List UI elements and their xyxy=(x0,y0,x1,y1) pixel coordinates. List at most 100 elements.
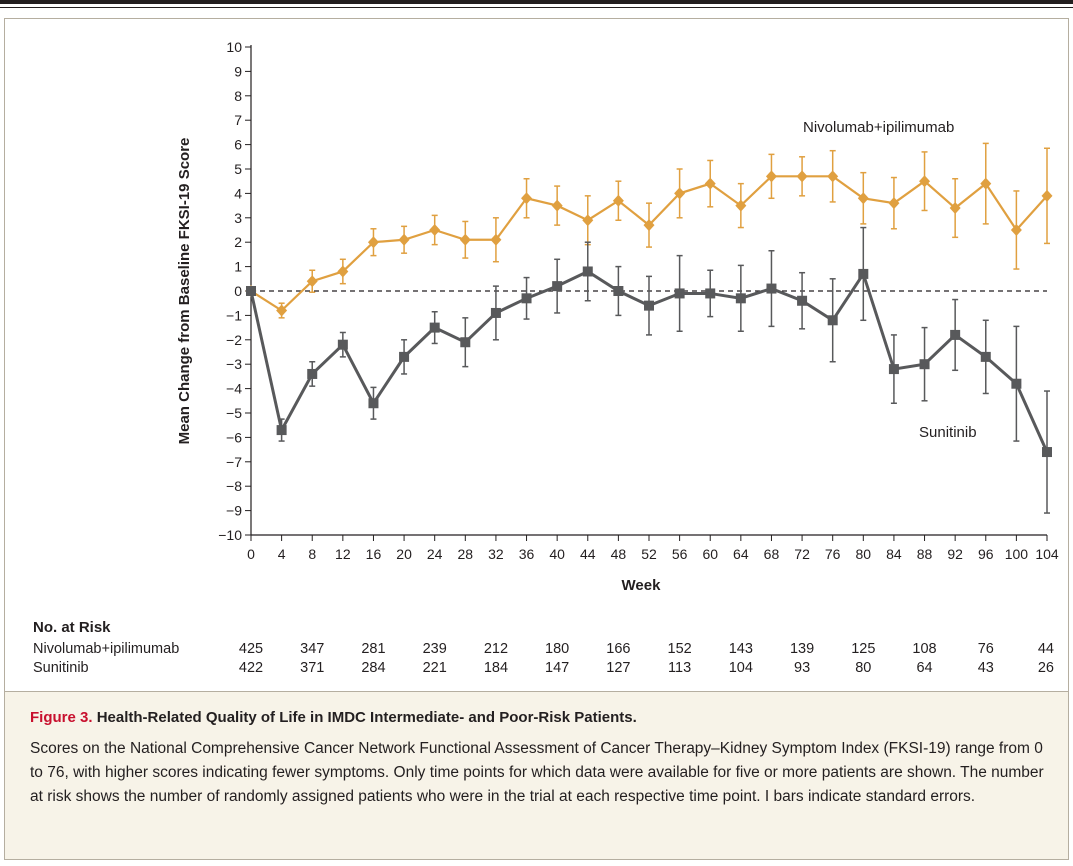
nivolumab-diamond-marker xyxy=(796,170,808,183)
figure-label: Figure 3. xyxy=(30,709,93,726)
nivolumab-diamond-marker xyxy=(857,192,869,205)
risk-count: 143 xyxy=(729,641,753,657)
sunitinib-square-marker xyxy=(644,300,654,311)
y-tick-label: 8 xyxy=(234,88,242,104)
nivolumab-diamond-marker xyxy=(674,187,686,200)
figure-frame xyxy=(4,18,1069,860)
risk-count: 221 xyxy=(423,660,447,676)
nivolumab-diamond-marker xyxy=(919,175,931,188)
x-tick-label: 0 xyxy=(247,546,255,562)
nivolumab-diamond-marker xyxy=(643,219,655,232)
risk-count: 147 xyxy=(545,660,569,676)
nivolumab-diamond-marker xyxy=(429,224,441,236)
nivolumab-diamond-marker xyxy=(612,194,624,207)
series-label-sunitinib: Sunitinib xyxy=(919,424,977,441)
sunitinib-square-marker xyxy=(950,329,961,340)
risk-table-title: No. at Risk xyxy=(33,619,111,636)
y-tick-label: 3 xyxy=(234,210,242,226)
sunitinib-square-marker xyxy=(919,359,930,370)
y-tick-label: −2 xyxy=(226,332,242,348)
sunitinib-square-marker xyxy=(460,337,471,348)
y-tick-label: −1 xyxy=(226,307,242,323)
caption-title: Figure 3. Health-Related Quality of Life… xyxy=(30,709,637,726)
x-tick-label: 16 xyxy=(366,546,382,562)
x-tick-label: 84 xyxy=(886,546,902,562)
risk-count: 371 xyxy=(300,660,324,676)
nivolumab-diamond-marker xyxy=(459,233,471,246)
sunitinib-square-marker xyxy=(337,339,348,350)
nivolumab-diamond-marker xyxy=(704,177,716,190)
sunitinib-square-marker xyxy=(766,283,777,294)
x-tick-label: 96 xyxy=(978,546,994,562)
y-tick-label: 4 xyxy=(234,185,242,201)
nivolumab-diamond-marker xyxy=(398,233,410,246)
x-tick-label: 24 xyxy=(427,546,443,562)
caption-text: Scores on the National Comprehensive Can… xyxy=(30,740,1044,805)
x-tick-label: 4 xyxy=(278,546,286,562)
risk-count: 104 xyxy=(729,660,753,676)
risk-count: 127 xyxy=(606,660,630,676)
x-tick-label: 76 xyxy=(825,546,841,562)
sunitinib-square-marker xyxy=(552,281,563,292)
sunitinib-square-marker xyxy=(705,288,716,299)
sunitinib-square-marker xyxy=(858,268,869,279)
nivolumab-diamond-marker xyxy=(735,199,747,212)
sunitinib-square-marker xyxy=(276,425,287,436)
x-tick-label: 8 xyxy=(308,546,316,562)
sunitinib-square-marker xyxy=(582,266,593,277)
risk-count: 152 xyxy=(668,641,692,657)
risk-count: 180 xyxy=(545,641,569,657)
x-tick-label: 104 xyxy=(1035,546,1059,562)
x-tick-label: 48 xyxy=(611,546,627,562)
x-axis-title: Week xyxy=(622,577,662,594)
risk-count: 184 xyxy=(484,660,508,676)
risk-row-label: Nivolumab+ipilimumab xyxy=(33,641,179,657)
y-tick-label: −4 xyxy=(226,381,242,397)
risk-count: 80 xyxy=(855,660,871,676)
x-tick-label: 88 xyxy=(917,546,933,562)
y-tick-label: 10 xyxy=(226,39,242,55)
risk-count: 43 xyxy=(978,660,994,676)
sunitinib-square-marker xyxy=(307,368,318,379)
sunitinib-square-marker xyxy=(980,351,991,362)
risk-count: 284 xyxy=(361,660,385,676)
y-tick-label: −9 xyxy=(226,503,242,519)
x-tick-label: 64 xyxy=(733,546,749,562)
sunitinib-square-marker xyxy=(1042,447,1052,458)
y-tick-label: 1 xyxy=(234,259,242,275)
x-tick-label: 44 xyxy=(580,546,596,562)
nivolumab-diamond-marker xyxy=(337,265,349,278)
nivolumab-diamond-marker xyxy=(276,304,288,317)
x-tick-label: 20 xyxy=(396,546,412,562)
risk-count: 239 xyxy=(423,641,447,657)
sunitinib-square-marker xyxy=(399,351,410,362)
x-tick-label: 28 xyxy=(458,546,474,562)
y-tick-label: −3 xyxy=(226,356,242,372)
y-tick-label: −10 xyxy=(218,527,242,543)
risk-count: 212 xyxy=(484,641,508,657)
y-tick-label: −5 xyxy=(226,405,242,421)
x-tick-label: 68 xyxy=(764,546,780,562)
y-tick-label: −6 xyxy=(226,429,242,445)
x-tick-label: 56 xyxy=(672,546,688,562)
figure-caption: Figure 3. Health-Related Quality of Life… xyxy=(5,691,1068,859)
x-tick-label: 32 xyxy=(488,546,504,562)
sunitinib-square-marker xyxy=(246,286,256,296)
y-tick-label: 9 xyxy=(234,63,242,79)
risk-count: 347 xyxy=(300,641,324,657)
nivolumab-diamond-marker xyxy=(582,214,594,227)
sunitinib-square-marker xyxy=(429,322,440,333)
nivolumab-diamond-marker xyxy=(949,202,961,215)
risk-count: 113 xyxy=(668,660,691,676)
risk-count: 281 xyxy=(361,641,385,657)
y-tick-label: 2 xyxy=(234,234,242,250)
series-label-nivolumab: Nivolumab+ipilimumab xyxy=(803,119,954,136)
y-tick-label: 5 xyxy=(234,161,242,177)
y-tick-label: −7 xyxy=(226,454,242,470)
risk-count: 139 xyxy=(790,641,814,657)
x-tick-label: 72 xyxy=(794,546,810,562)
risk-count: 422 xyxy=(239,660,263,676)
top-rule-thick xyxy=(0,0,1073,4)
x-tick-label: 80 xyxy=(856,546,872,562)
